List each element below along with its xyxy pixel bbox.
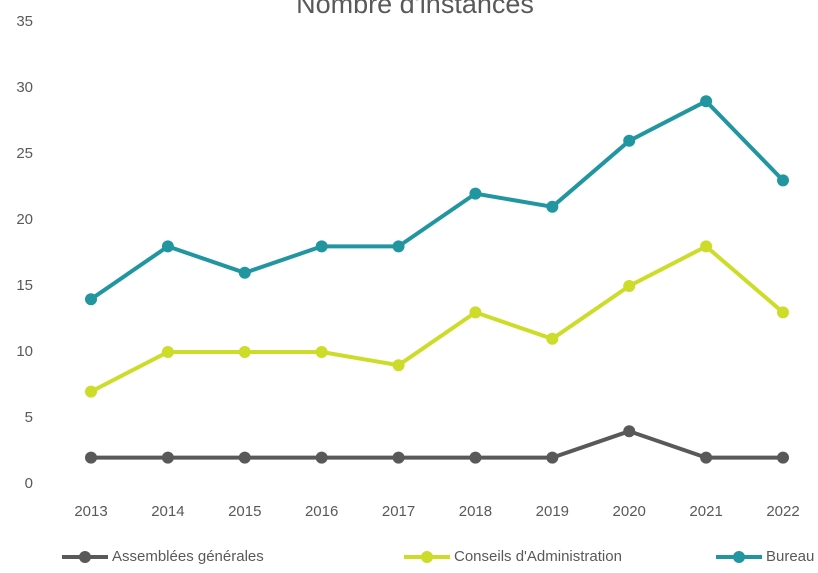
series-marker	[85, 293, 97, 306]
series-marker	[623, 134, 636, 147]
y-tick-label: 25	[16, 145, 33, 162]
x-tick-label: 2017	[382, 503, 415, 520]
x-tick-label: 2016	[305, 503, 338, 520]
y-tick-label: 20	[16, 211, 33, 228]
series-marker	[777, 451, 789, 464]
series-marker	[238, 266, 251, 279]
y-tick-label: 0	[25, 475, 33, 492]
series-line	[89, 99, 785, 301]
series-marker	[469, 451, 482, 464]
legend-marker	[79, 551, 91, 563]
y-tick-label: 10	[16, 343, 33, 360]
series-marker	[469, 187, 482, 200]
series-marker	[85, 385, 97, 398]
x-tick-label: 2020	[613, 503, 646, 520]
series-marker	[546, 200, 559, 213]
legend-label: Conseils d'Administration	[454, 548, 622, 565]
series-marker	[238, 346, 251, 358]
series-line	[90, 244, 785, 394]
legend-marker	[733, 551, 745, 563]
series-marker	[161, 240, 174, 253]
series-marker	[546, 451, 559, 464]
series-marker	[315, 346, 328, 358]
series-marker	[546, 332, 559, 345]
x-tick-label: 2022	[766, 503, 799, 520]
x-tick-label: 2018	[459, 503, 492, 520]
series-marker	[469, 306, 482, 319]
chart-title: Nombre d'instances	[296, 0, 534, 19]
series-marker	[238, 451, 251, 464]
y-tick-label: 15	[16, 277, 33, 294]
legend-marker	[421, 551, 433, 563]
y-tick-label: 30	[16, 79, 33, 96]
series-marker	[85, 451, 97, 464]
series-marker	[392, 240, 405, 253]
series-line	[91, 429, 783, 460]
series-marker	[315, 240, 328, 253]
series-marker	[392, 451, 405, 464]
series-marker	[623, 425, 636, 438]
series-marker	[623, 280, 636, 292]
series-marker	[777, 306, 789, 319]
series-marker	[161, 451, 174, 464]
legend-label: Assemblées générales	[112, 548, 264, 565]
series-marker	[392, 359, 405, 372]
x-tick-label: 2021	[689, 503, 722, 520]
x-tick-label: 2014	[151, 503, 184, 520]
y-tick-label: 35	[16, 13, 33, 30]
series-marker	[777, 174, 789, 187]
x-tick-label: 2013	[74, 503, 107, 520]
x-tick-label: 2019	[536, 503, 569, 520]
series-marker	[700, 451, 713, 464]
series-marker	[700, 240, 713, 253]
legend-label: Bureau	[766, 548, 814, 565]
series-marker	[700, 95, 713, 108]
series-marker	[315, 451, 328, 464]
x-tick-label: 2015	[228, 503, 261, 520]
series-marker	[161, 346, 174, 358]
y-tick-label: 5	[25, 409, 33, 426]
